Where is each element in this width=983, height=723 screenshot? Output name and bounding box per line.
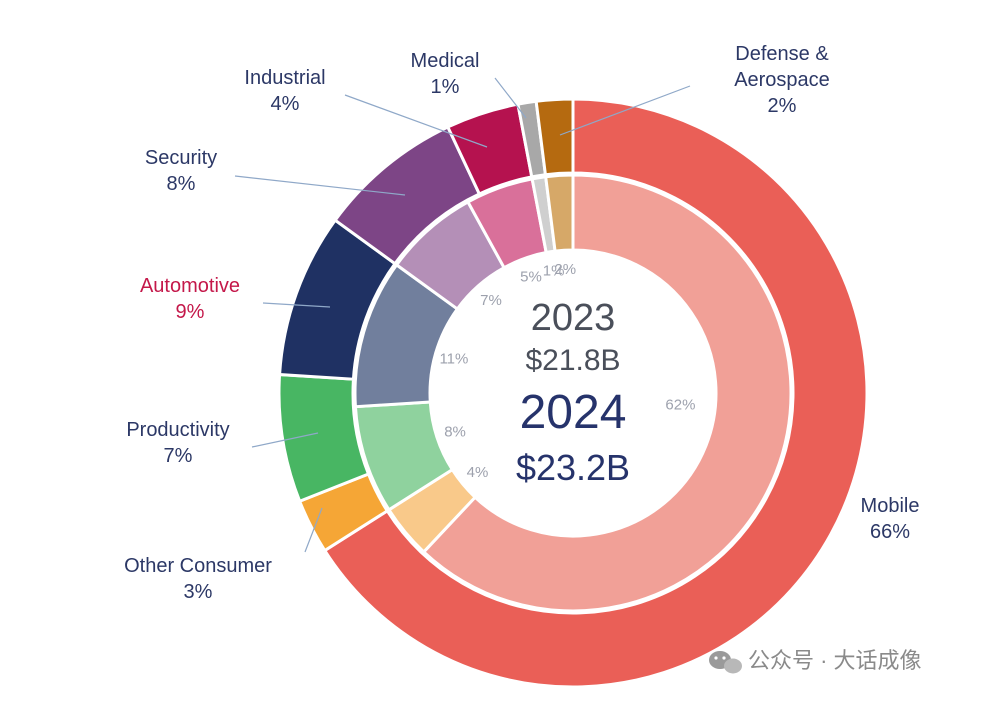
outer-slice-defense-aerospace bbox=[534, 97, 575, 177]
watermark-text: 公众号 · 大话成像 bbox=[748, 648, 922, 673]
outer-ring-2024 bbox=[277, 97, 869, 689]
leader-lines bbox=[234, 77, 691, 553]
center-year-2024: 2024 bbox=[520, 386, 627, 439]
inner-label-security: 7% bbox=[480, 292, 502, 309]
leader-line-automotive bbox=[262, 302, 331, 308]
outer-slice-mobile bbox=[322, 97, 869, 689]
inner-slice-mobile bbox=[421, 173, 793, 613]
outer-labels: Mobile 66% Other Consumer 3% Productivity 7% A… bbox=[124, 43, 919, 603]
leader-line-security bbox=[234, 175, 406, 196]
leader-line-industrial bbox=[344, 94, 488, 148]
inner-slice-defense-aerospace bbox=[544, 173, 575, 253]
outer-label-medical: Medical 1% bbox=[411, 50, 480, 98]
leader-line-medical bbox=[494, 77, 527, 119]
inner-label-automotive: 11% bbox=[439, 350, 468, 367]
leader-line-productivity bbox=[251, 432, 319, 448]
outer-label-industrial: Industrial 4% bbox=[244, 67, 325, 115]
center-year-2023: 2023 bbox=[531, 297, 616, 339]
inner-label-productivity: 8% bbox=[444, 423, 466, 440]
inner-label-industrial: 5% bbox=[520, 268, 542, 285]
center-total-2023: $21.8B bbox=[525, 344, 620, 377]
outer-label-other-consumer: Other Consumer 3% bbox=[124, 555, 272, 603]
inner-ring-2023 bbox=[353, 173, 793, 613]
leader-line-other-consumer bbox=[304, 507, 323, 553]
inner-label-defense-aerospace: 2% bbox=[554, 261, 576, 278]
leader-line-defense-aerospace bbox=[559, 85, 691, 136]
wechat-icon bbox=[709, 651, 742, 674]
watermark: 公众号 · 大话成像 bbox=[709, 648, 922, 674]
center-totals: 2023 $21.8B 2024 $23.2B bbox=[516, 297, 630, 488]
outer-label-security: Security 8% bbox=[145, 147, 217, 195]
outer-label-defense-aerospace: Defense & Aerospace 2% bbox=[734, 43, 830, 117]
inner-label-medical: 1% bbox=[543, 263, 565, 280]
inner-labels: 62% 4% 8% 11% 7% 5% 1%2% bbox=[439, 261, 695, 481]
center-total-2024: $23.2B bbox=[516, 447, 630, 488]
outer-label-automotive: Automotive 9% bbox=[140, 275, 240, 323]
outer-label-productivity: Productivity 7% bbox=[126, 419, 229, 467]
inner-label-other-consumer: 4% bbox=[467, 464, 489, 481]
outer-label-mobile: Mobile 66% bbox=[861, 495, 920, 543]
inner-label-mobile: 62% bbox=[665, 396, 695, 413]
